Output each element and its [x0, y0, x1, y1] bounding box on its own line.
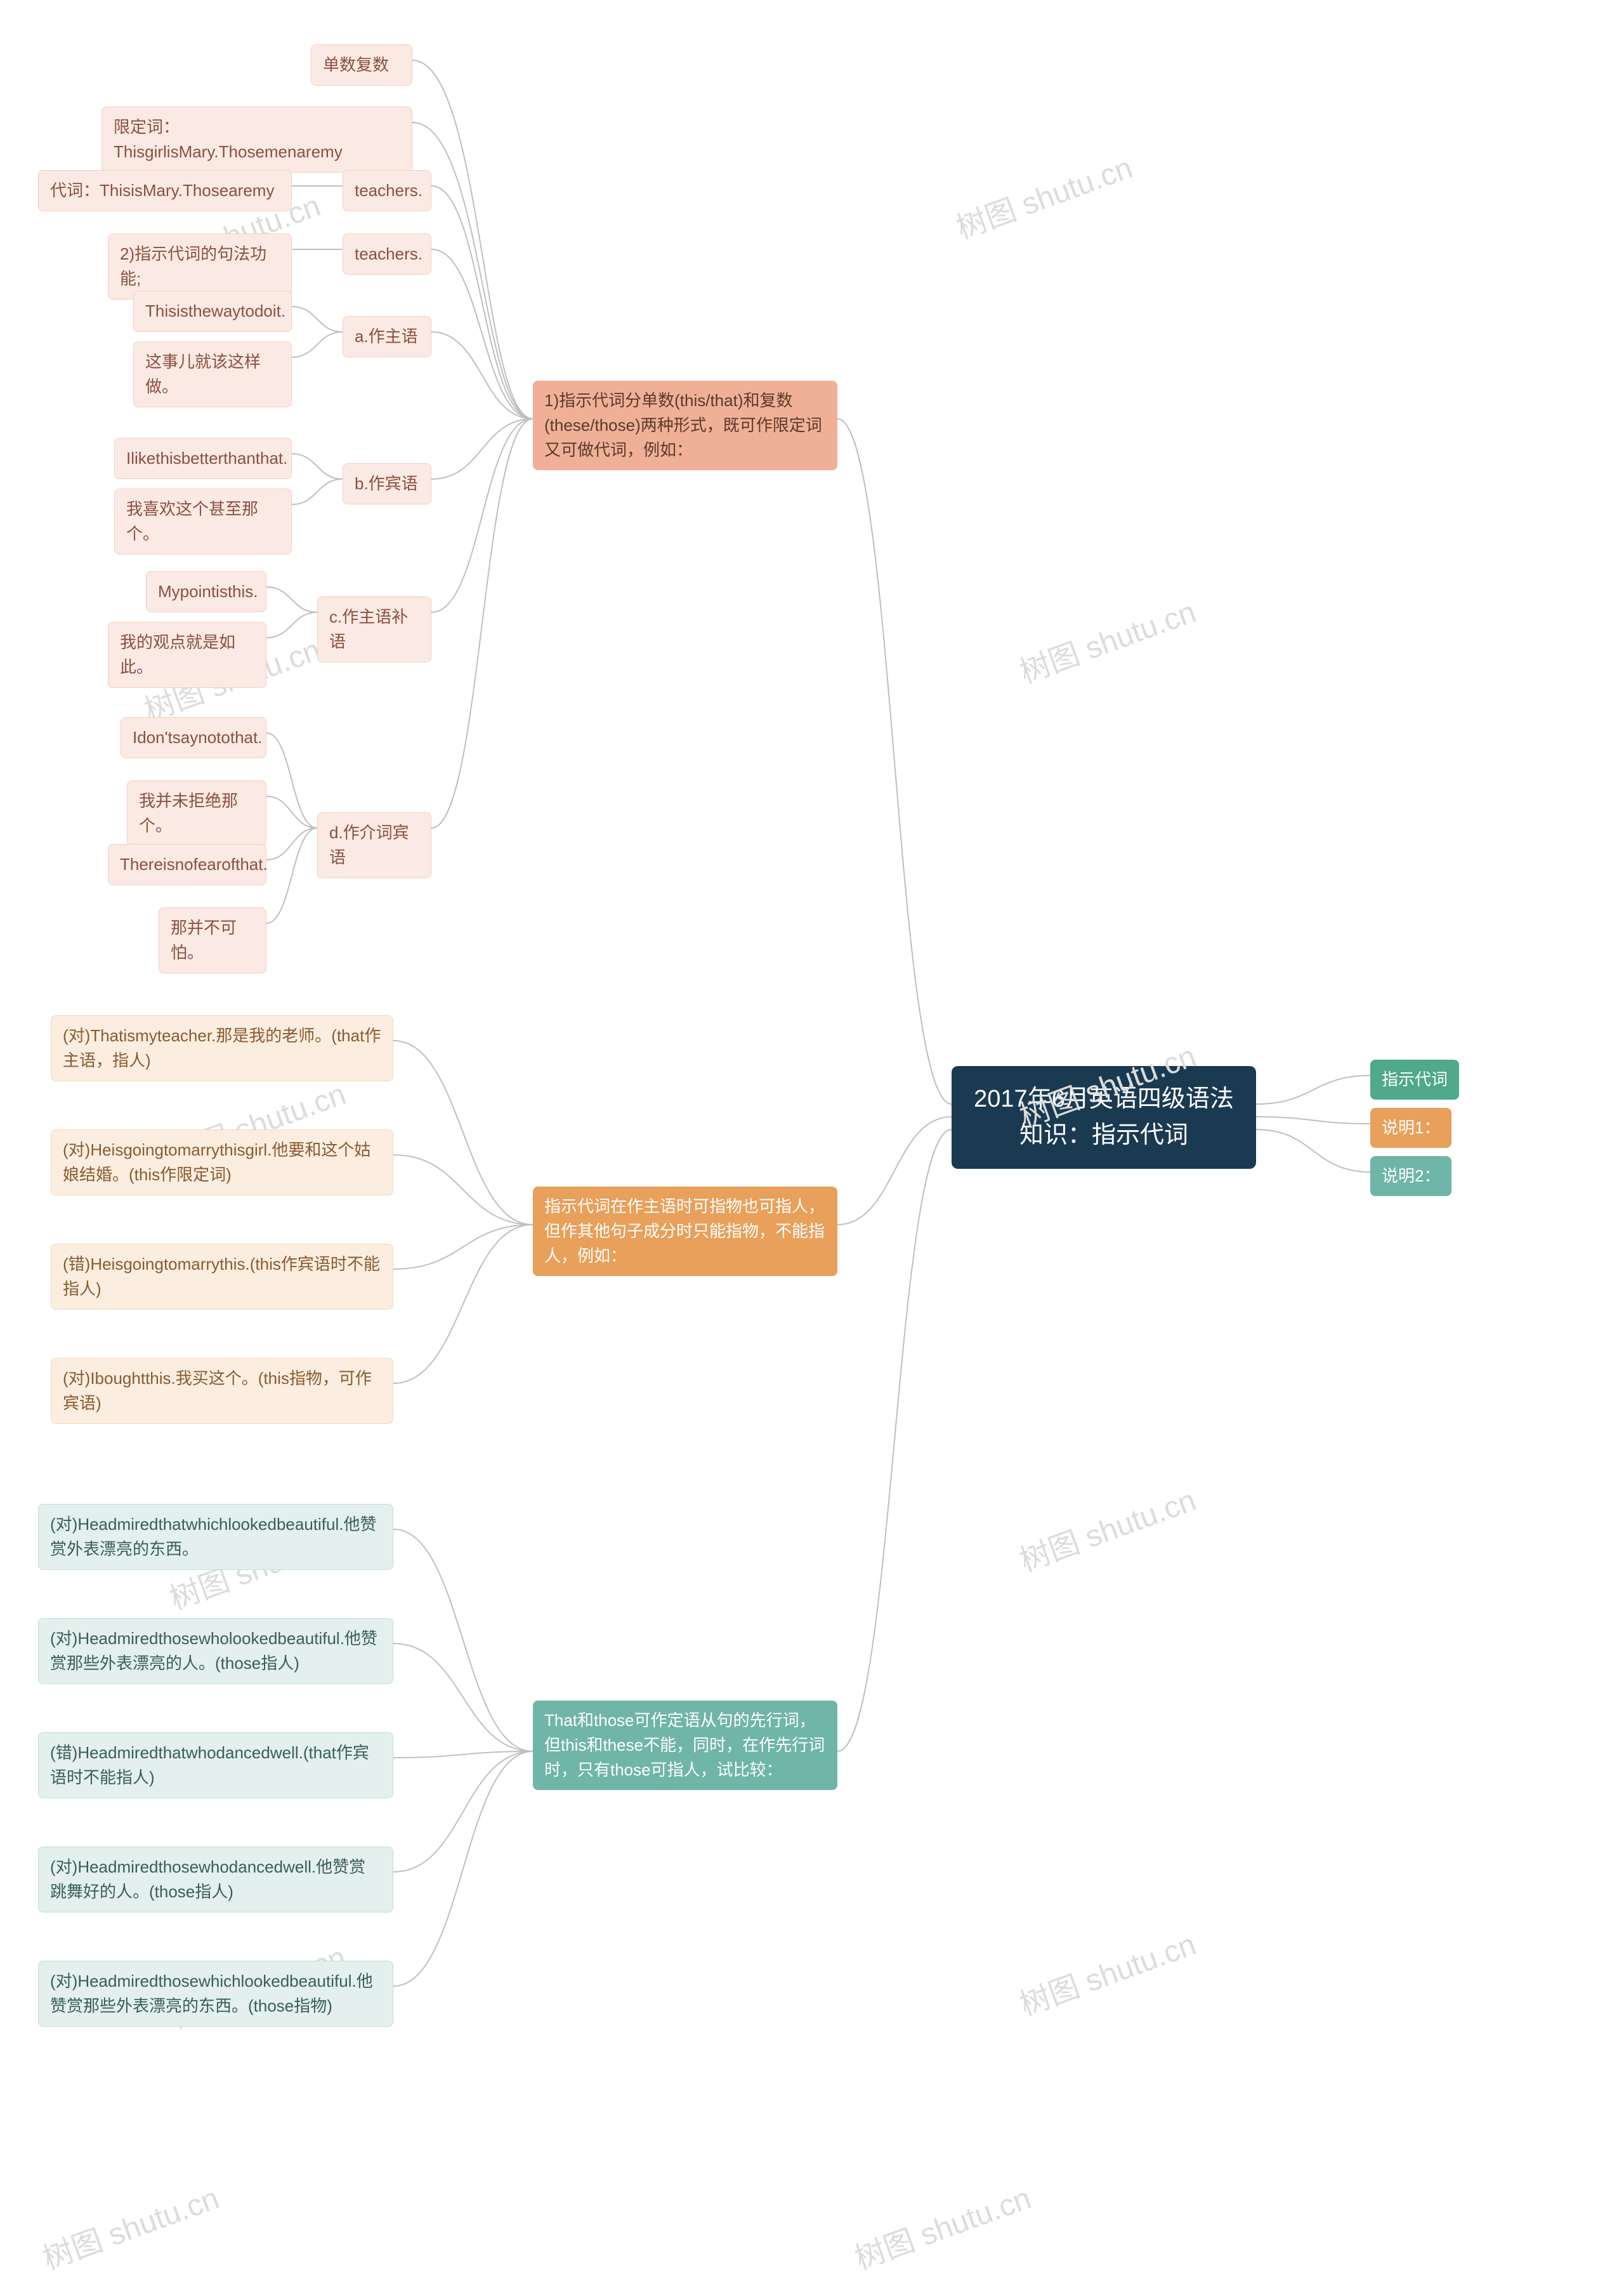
watermark: 树图 shutu.cn: [1012, 1475, 1201, 1580]
node-m1: 1)指示代词分单数(this/that)和复数(these/those)两种形式…: [533, 381, 837, 470]
node-m2: 指示代词在作主语时可指物也可指人，但作其他句子成分时只能指物，不能指人，例如：: [533, 1187, 837, 1276]
node-m3c5: (对)Headmiredthosewhichlookedbeautiful.他赞…: [38, 1961, 393, 2027]
node-m1c2: 限定词：ThisgirlisMary.Thosemenaremy: [102, 107, 412, 173]
node-m1c8b: 我并未拒绝那个。: [127, 780, 266, 846]
root-line2: 知识：指示代词: [971, 1117, 1237, 1154]
node-m1c1: 单数复数: [311, 44, 412, 86]
node-m1c3a: teachers.: [343, 170, 431, 211]
node-m3c3: (错)Headmiredthatwhodancedwell.(that作宾语时不…: [38, 1732, 393, 1798]
node-r3: 说明2：: [1370, 1156, 1451, 1196]
node-m3c4: (对)Headmiredthosewhodancedwell.他赞赏跳舞好的人。…: [38, 1847, 393, 1913]
node-m1c7b: 我的观点就是如此。: [108, 622, 266, 688]
node-m2c4: (对)Iboughtthis.我买这个。(this指物，可作宾语): [51, 1358, 393, 1424]
node-m2c1: (对)Thatismyteacher.那是我的老师。(that作主语，指人): [51, 1015, 393, 1081]
node-m3: That和those可作定语从句的先行词，但this和these不能，同时，在作…: [533, 1701, 837, 1790]
node-m1c3: 代词：ThisisMary.Thosearemy: [38, 170, 292, 211]
watermark: 树图 shutu.cn: [1012, 1919, 1201, 2024]
root-node: 2017年6月英语四级语法 知识：指示代词: [952, 1066, 1256, 1169]
node-m1c7a: Mypointisthis.: [146, 571, 266, 612]
node-r1: 指示代词: [1370, 1060, 1459, 1100]
node-m3c2: (对)Headmiredthosewholookedbeautiful.他赞赏那…: [38, 1618, 393, 1684]
node-m1c4: 2)指示代词的句法功能;: [108, 234, 292, 300]
watermark: 树图 shutu.cn: [1012, 587, 1201, 692]
node-m1c5a: Thisisthewaytodoit.: [133, 291, 292, 332]
node-m1c8: d.作介词宾语: [317, 812, 431, 878]
node-m1c8c: Thereisnofearofthat.: [108, 844, 266, 885]
node-m1c6b: 我喜欢这个甚至那个。: [114, 489, 292, 555]
watermark: 树图 shutu.cn: [848, 2173, 1036, 2278]
node-m1c7: c.作主语补语: [317, 596, 431, 662]
node-m2c3: (错)Heisgoingtomarrythis.(this作宾语时不能指人): [51, 1244, 393, 1310]
node-m2c2: (对)Heisgoingtomarrythisgirl.他要和这个姑娘结婚。(t…: [51, 1129, 393, 1195]
node-m1c6a: Ilikethisbetterthanthat.: [114, 438, 292, 479]
node-m1c8d: 那并不可怕。: [159, 907, 266, 973]
node-m1c5: a.作主语: [343, 316, 431, 357]
node-m1c6: b.作宾语: [343, 463, 431, 504]
node-m1c4a: teachers.: [343, 234, 431, 275]
node-m1c5b: 这事儿就该这样做。: [133, 341, 292, 407]
node-r2: 说明1：: [1370, 1108, 1451, 1148]
watermark: 树图 shutu.cn: [949, 143, 1137, 247]
watermark: 树图 shutu.cn: [36, 2173, 224, 2278]
node-m3c1: (对)Headmiredthatwhichlookedbeautiful.他赞赏…: [38, 1504, 393, 1570]
root-line1: 2017年6月英语四级语法: [971, 1081, 1237, 1117]
node-m1c8a: Idon'tsaynotothat.: [121, 717, 266, 758]
